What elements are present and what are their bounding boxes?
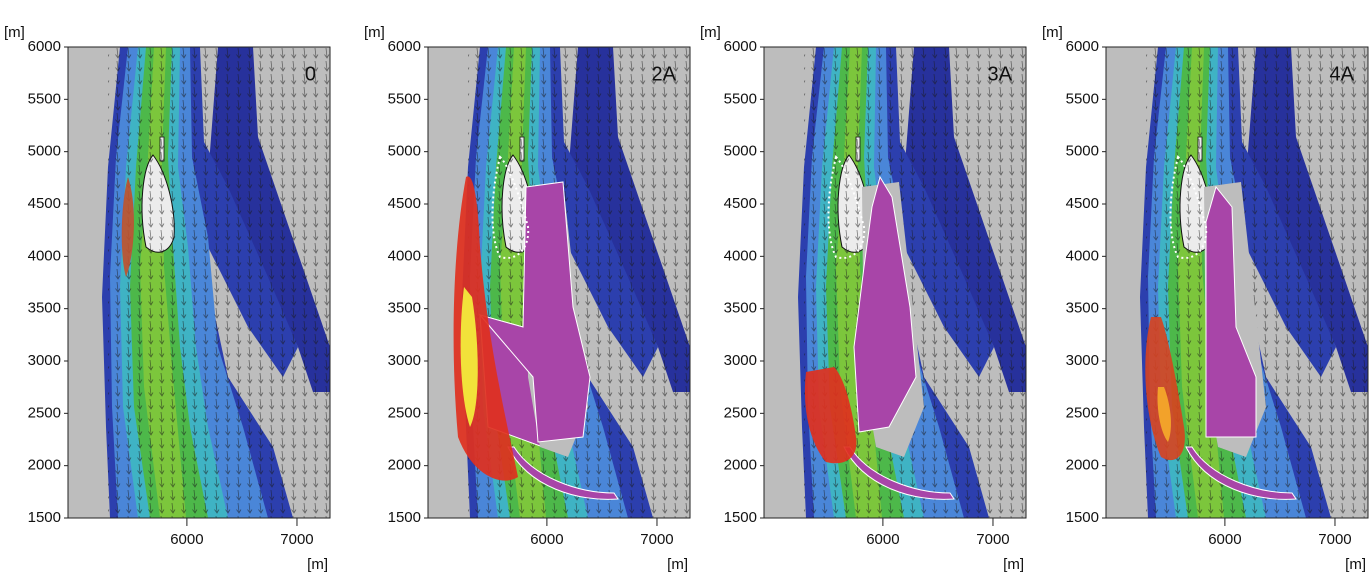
y-tick-label: 4000 bbox=[1066, 247, 1099, 264]
x-axis-unit: [m] bbox=[667, 556, 688, 573]
y-axis-unit: [m] bbox=[1042, 24, 1063, 41]
y-tick-label: 5000 bbox=[724, 143, 757, 160]
y-tick-label: 3000 bbox=[28, 352, 61, 369]
y-tick-label: 4500 bbox=[1066, 195, 1099, 212]
reclamation bbox=[1205, 185, 1257, 438]
y-tick-label: 2500 bbox=[724, 404, 757, 421]
y-tick-label: 1500 bbox=[28, 509, 61, 526]
y-tick-label: 6000 bbox=[388, 38, 421, 55]
panel-label: 3A bbox=[988, 63, 1013, 85]
y-tick-label: 2500 bbox=[28, 404, 61, 421]
y-tick-label: 6000 bbox=[28, 38, 61, 55]
y-tick-label: 4500 bbox=[28, 195, 61, 212]
x-tick-label: 7000 bbox=[640, 531, 673, 548]
plot-frame bbox=[427, 46, 691, 519]
x-tick-label: 7000 bbox=[280, 531, 313, 548]
panel: 4A [m] [m] 1500 2000 2500 3000 3500 4000 4500 5000… bbox=[1042, 24, 1369, 573]
x-tick-label: 6000 bbox=[530, 531, 563, 548]
x-axis-unit: [m] bbox=[307, 556, 328, 573]
x-tick-label: 7000 bbox=[976, 531, 1009, 548]
x-axis-unit: [m] bbox=[1003, 556, 1024, 573]
panel: 0 [m] [m] 1500 2000 2500 3000 3500 4000 4500 5000 5… bbox=[4, 24, 331, 573]
plot-frame bbox=[1105, 46, 1369, 519]
y-tick-label: 3000 bbox=[1066, 352, 1099, 369]
y-tick-label: 5500 bbox=[388, 90, 421, 107]
y-tick-label: 5000 bbox=[28, 143, 61, 160]
y-tick-label: 5500 bbox=[724, 90, 757, 107]
y-tick-label: 3500 bbox=[28, 300, 61, 317]
y-tick-label: 1500 bbox=[724, 509, 757, 526]
y-tick-label: 2500 bbox=[388, 404, 421, 421]
y-tick-label: 5500 bbox=[1066, 90, 1099, 107]
panel-label: 4A bbox=[1330, 63, 1355, 85]
plot-frame bbox=[763, 46, 1027, 519]
y-tick-label: 6000 bbox=[724, 38, 757, 55]
panel-label: 2A bbox=[652, 63, 677, 85]
y-tick-label: 1500 bbox=[388, 509, 421, 526]
y-tick-label: 3500 bbox=[724, 300, 757, 317]
x-tick-label: 6000 bbox=[866, 531, 899, 548]
high-velocity bbox=[121, 177, 134, 277]
y-axis-unit: [m] bbox=[364, 24, 385, 41]
y-tick-label: 4500 bbox=[724, 195, 757, 212]
peak-velocity bbox=[1157, 387, 1171, 442]
dike bbox=[843, 446, 955, 500]
y-tick-label: 3000 bbox=[724, 352, 757, 369]
y-tick-label: 2000 bbox=[388, 457, 421, 474]
plot-frame bbox=[67, 46, 331, 519]
dike bbox=[1185, 446, 1297, 500]
y-axis-unit: [m] bbox=[4, 24, 25, 41]
y-tick-label: 1500 bbox=[1066, 509, 1099, 526]
panel: 3A [m] [m] 1500 2000 2500 3000 3500 4000 4500 5000… bbox=[700, 24, 1027, 573]
x-tick-label: 7000 bbox=[1318, 531, 1351, 548]
y-tick-label: 5500 bbox=[28, 90, 61, 107]
panel-label: 0 bbox=[305, 63, 316, 85]
y-tick-label: 3500 bbox=[1066, 300, 1099, 317]
y-tick-label: 2000 bbox=[724, 457, 757, 474]
y-tick-label: 3000 bbox=[388, 352, 421, 369]
reclamation bbox=[478, 181, 591, 443]
peak-velocity bbox=[460, 287, 478, 427]
y-tick-label: 4000 bbox=[724, 247, 757, 264]
y-tick-label: 2000 bbox=[1066, 457, 1099, 474]
y-tick-label: 4000 bbox=[388, 247, 421, 264]
panel: 2A [m] [m] 1500 2000 2500 3000 3500 4000 4500 5000… bbox=[364, 24, 691, 573]
high-velocity bbox=[804, 367, 857, 464]
x-tick-label: 6000 bbox=[170, 531, 203, 548]
y-tick-label: 5000 bbox=[1066, 143, 1099, 160]
high-velocity bbox=[1145, 317, 1185, 461]
x-tick-label: 6000 bbox=[1208, 531, 1241, 548]
y-tick-label: 4500 bbox=[388, 195, 421, 212]
y-tick-label: 5000 bbox=[388, 143, 421, 160]
y-tick-label: 2000 bbox=[28, 457, 61, 474]
y-tick-label: 2500 bbox=[1066, 404, 1099, 421]
flow-field bbox=[68, 47, 330, 518]
y-tick-label: 6000 bbox=[1066, 38, 1099, 55]
y-tick-label: 3500 bbox=[388, 300, 421, 317]
reclamation bbox=[853, 175, 917, 433]
x-axis-unit: [m] bbox=[1345, 556, 1366, 573]
y-tick-label: 4000 bbox=[28, 247, 61, 264]
dike bbox=[507, 446, 619, 500]
y-axis-unit: [m] bbox=[700, 24, 721, 41]
